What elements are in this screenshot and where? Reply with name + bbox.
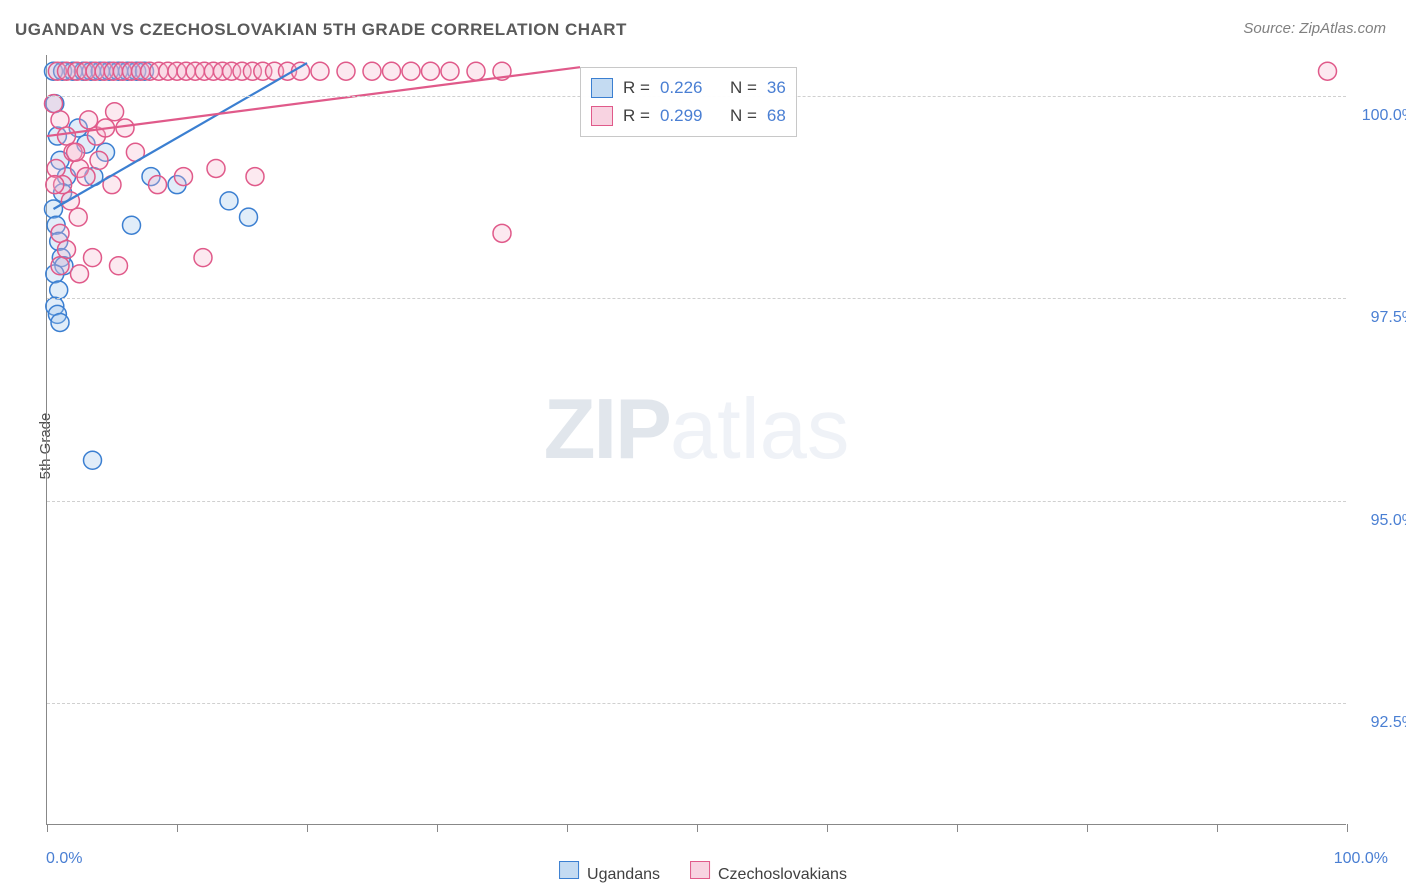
stats-row: R = 0.299 N = 68 [591, 102, 786, 130]
stats-swatch [591, 78, 613, 98]
legend-bottom: Ugandans Czechoslovakians [559, 861, 847, 884]
scatter-point [175, 168, 193, 186]
y-tick-label: 92.5% [1356, 714, 1406, 732]
scatter-point [246, 168, 264, 186]
scatter-point [71, 265, 89, 283]
stats-swatch [591, 106, 613, 126]
scatter-point [337, 62, 355, 80]
scatter-point [51, 224, 69, 242]
scatter-point [220, 192, 238, 210]
x-tick [567, 824, 568, 832]
x-tick [957, 824, 958, 832]
scatter-point [51, 111, 69, 129]
x-tick [437, 824, 438, 832]
stats-r-label: R = [623, 74, 650, 102]
scatter-point [123, 216, 141, 234]
x-tick [697, 824, 698, 832]
y-tick-label: 100.0% [1356, 107, 1406, 125]
stats-n-label: N = [730, 74, 757, 102]
scatter-point [402, 62, 420, 80]
scatter-point [47, 159, 65, 177]
stats-n-value: 68 [767, 102, 786, 130]
scatter-point [77, 168, 95, 186]
x-tick [827, 824, 828, 832]
legend-swatch [690, 861, 710, 879]
x-tick [177, 824, 178, 832]
scatter-point [67, 143, 85, 161]
scatter-point [58, 127, 76, 145]
scatter-point [467, 62, 485, 80]
chart-svg-layer [47, 55, 1346, 824]
scatter-point [149, 176, 167, 194]
gridline-h [47, 298, 1346, 299]
gridline-h [47, 703, 1346, 704]
scatter-point [383, 62, 401, 80]
scatter-point [194, 249, 212, 267]
correlation-stats-box: R = 0.226 N = 36 R = 0.299 N = 68 [580, 67, 797, 137]
stats-r-value: 0.226 [660, 74, 720, 102]
x-tick [1347, 824, 1348, 832]
source-prefix: Source: [1243, 20, 1299, 37]
scatter-point [84, 451, 102, 469]
source-attribution: Source: ZipAtlas.com [1243, 20, 1386, 37]
scatter-point [110, 257, 128, 275]
scatter-point [45, 95, 63, 113]
x-tick-label-min: 0.0% [46, 850, 82, 868]
scatter-point [422, 62, 440, 80]
scatter-point [311, 62, 329, 80]
y-tick-label: 95.0% [1356, 512, 1406, 530]
scatter-point [207, 159, 225, 177]
x-tick [47, 824, 48, 832]
scatter-point [116, 119, 134, 137]
scatter-plot-area: ZIPatlas 92.5%95.0%97.5%100.0% R = 0.226… [46, 55, 1346, 825]
legend-label: Czechoslovakians [718, 866, 847, 883]
scatter-point [84, 249, 102, 267]
scatter-point [80, 111, 98, 129]
gridline-h [47, 501, 1346, 502]
scatter-point [441, 62, 459, 80]
x-tick [1087, 824, 1088, 832]
legend-item: Ugandans [559, 861, 660, 884]
x-tick [1217, 824, 1218, 832]
source-name: ZipAtlas.com [1299, 20, 1386, 37]
scatter-point [493, 224, 511, 242]
legend-swatch [559, 861, 579, 879]
y-tick-label: 97.5% [1356, 309, 1406, 327]
stats-row: R = 0.226 N = 36 [591, 74, 786, 102]
stats-n-label: N = [730, 102, 757, 130]
scatter-point [1319, 62, 1337, 80]
scatter-point [240, 208, 258, 226]
scatter-point [58, 241, 76, 259]
x-tick [307, 824, 308, 832]
scatter-point [106, 103, 124, 121]
scatter-point [50, 281, 68, 299]
legend-item: Czechoslovakians [690, 861, 847, 884]
scatter-point [51, 313, 69, 331]
legend-label: Ugandans [587, 866, 660, 883]
stats-r-label: R = [623, 102, 650, 130]
stats-r-value: 0.299 [660, 102, 720, 130]
x-tick-label-max: 100.0% [1334, 850, 1388, 868]
scatter-point [90, 151, 108, 169]
chart-title: UGANDAN VS CZECHOSLOVAKIAN 5TH GRADE COR… [15, 20, 627, 40]
scatter-point [46, 176, 64, 194]
scatter-point [51, 257, 69, 275]
scatter-point [69, 208, 87, 226]
stats-n-value: 36 [767, 74, 786, 102]
scatter-point [363, 62, 381, 80]
